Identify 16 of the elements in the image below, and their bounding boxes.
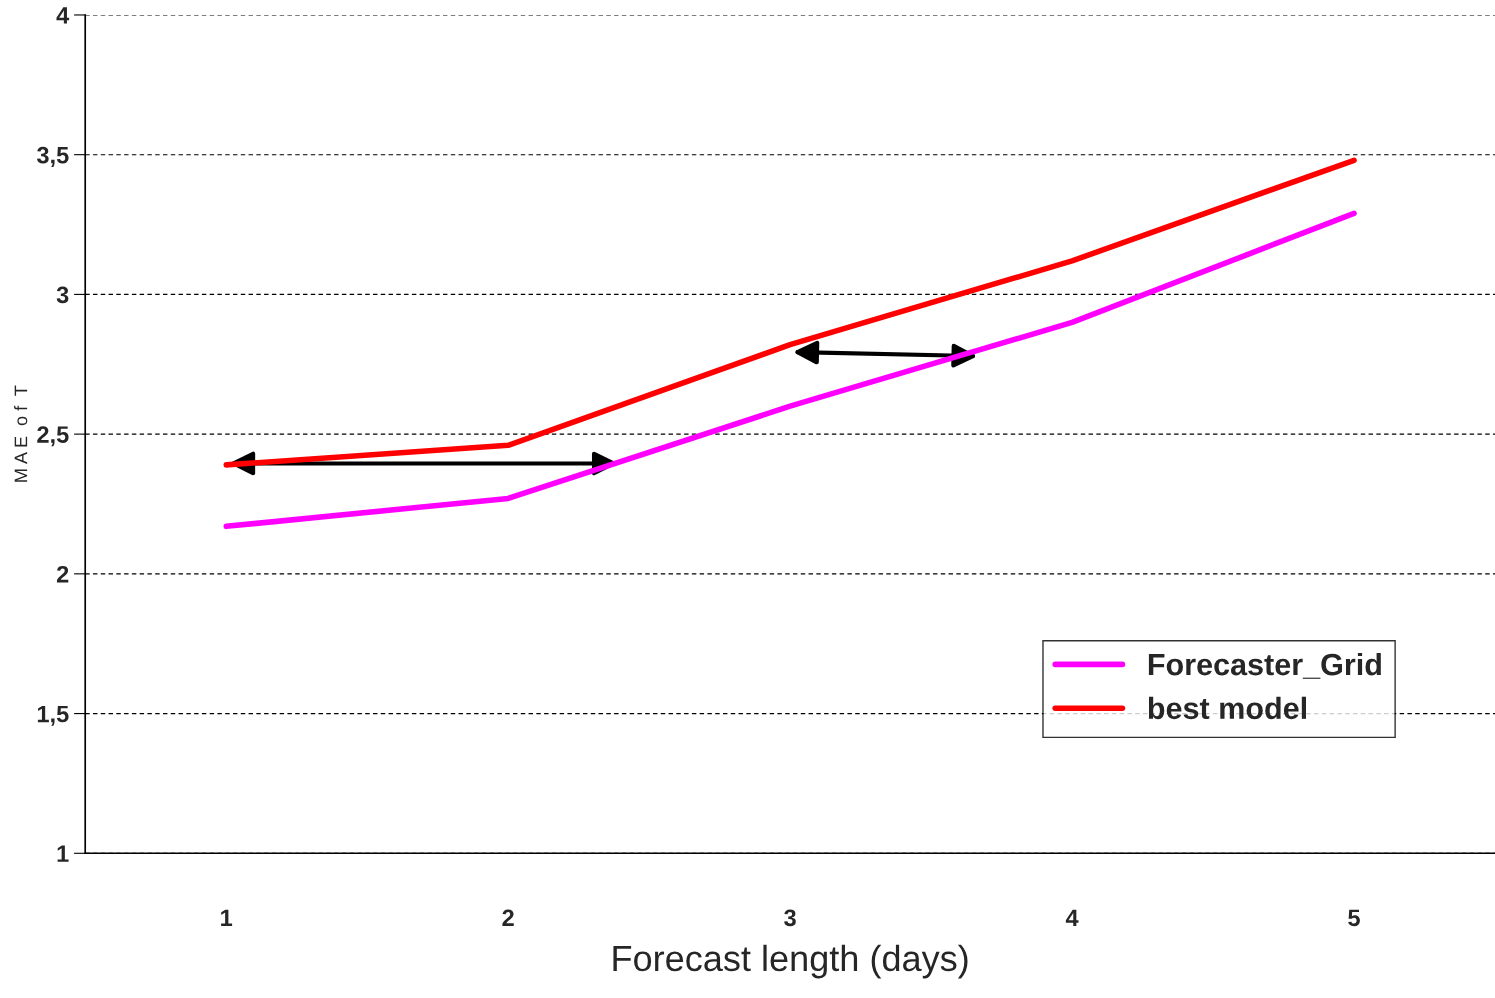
x-tick-label: 5 [1348,909,1360,927]
x-tick-label: 3 [784,909,796,927]
y-tick-label: 3,5 [36,146,69,167]
x-tick-label: 1 [221,909,233,926]
y-tick-label: 2 [56,565,69,583]
x-tick-label: 2 [502,909,514,926]
y-tick-label: 1 [57,845,69,862]
legend-label: best model [1148,696,1306,720]
y-tick-label: 1,5 [37,705,69,726]
y-tick-label: 2,5 [37,426,69,447]
x-axis-title: Forecast length (days) [613,944,968,979]
x-tick-label: 4 [1065,909,1079,926]
y-tick-label: 3 [56,286,69,304]
y-tick-label: 4 [56,7,70,24]
y-axis-title: M A E o f T [14,385,28,482]
legend-label: Forecaster_Grid [1148,652,1381,679]
